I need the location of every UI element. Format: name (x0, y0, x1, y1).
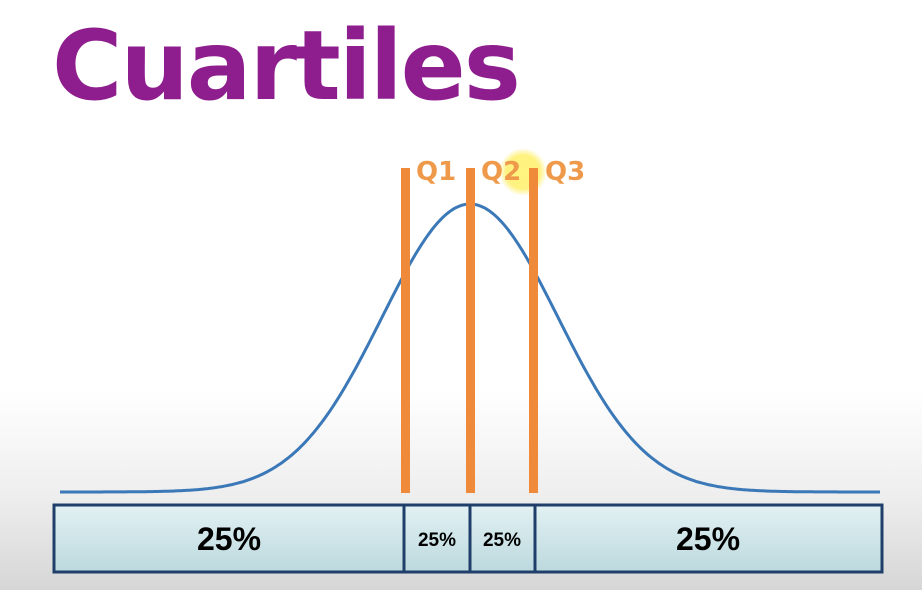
quartile-label-q3: Q3 (545, 157, 585, 187)
segment-1 (52, 503, 406, 574)
slide-title: Cuartiles (52, 10, 521, 122)
quartile-label-q1: Q1 (416, 157, 456, 187)
percentage-bar: 25% 25% 25% 25% (52, 503, 884, 574)
segment-1-label: 25% (197, 521, 261, 557)
quartile-line-q2 (466, 168, 475, 493)
segment-3 (468, 503, 537, 574)
segment-4-label: 25% (676, 521, 740, 557)
quartile-line-q3 (529, 168, 538, 493)
segment-2-label: 25% (418, 530, 456, 551)
quartile-line-q1 (401, 168, 410, 493)
quartile-label-q2: Q2 (481, 157, 521, 187)
segment-4 (533, 503, 884, 574)
segment-3-label: 25% (483, 530, 521, 551)
